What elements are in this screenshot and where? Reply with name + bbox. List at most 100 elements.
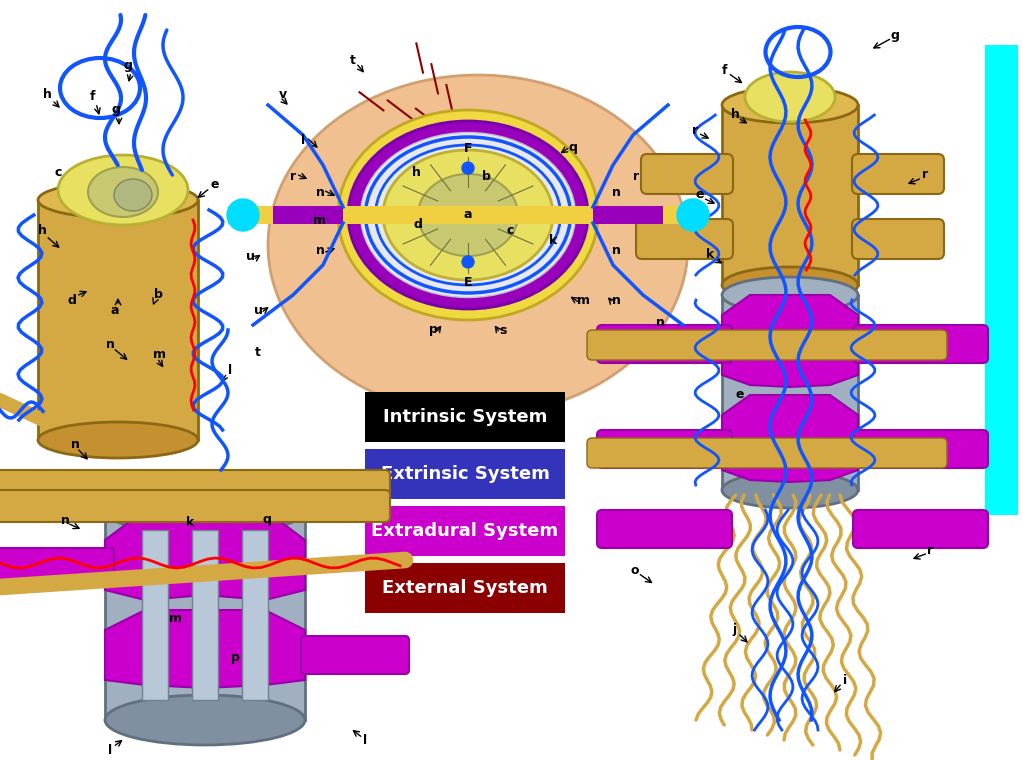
FancyBboxPatch shape bbox=[0, 548, 114, 586]
FancyBboxPatch shape bbox=[722, 105, 858, 285]
Ellipse shape bbox=[722, 267, 858, 303]
FancyBboxPatch shape bbox=[597, 510, 732, 548]
Text: t: t bbox=[350, 53, 356, 67]
Ellipse shape bbox=[105, 485, 305, 535]
FancyBboxPatch shape bbox=[365, 392, 565, 442]
FancyBboxPatch shape bbox=[242, 530, 268, 700]
Polygon shape bbox=[722, 295, 858, 387]
FancyBboxPatch shape bbox=[105, 510, 305, 720]
Polygon shape bbox=[105, 610, 305, 688]
FancyBboxPatch shape bbox=[853, 510, 988, 548]
Text: j: j bbox=[732, 623, 737, 637]
FancyBboxPatch shape bbox=[985, 45, 1018, 515]
Text: e: e bbox=[696, 188, 704, 201]
Text: i: i bbox=[843, 673, 847, 686]
FancyBboxPatch shape bbox=[365, 563, 565, 613]
Circle shape bbox=[227, 199, 259, 231]
Text: n: n bbox=[315, 186, 324, 200]
Text: E: E bbox=[463, 277, 473, 290]
Text: s: s bbox=[499, 324, 506, 337]
Circle shape bbox=[460, 207, 476, 223]
Ellipse shape bbox=[722, 277, 858, 313]
Text: g: g bbox=[124, 59, 132, 71]
Text: k: k bbox=[549, 233, 558, 246]
Ellipse shape bbox=[383, 150, 553, 280]
Text: u: u bbox=[246, 251, 255, 264]
Ellipse shape bbox=[722, 87, 858, 123]
Text: n: n bbox=[612, 186, 620, 200]
FancyBboxPatch shape bbox=[852, 219, 944, 259]
Text: n: n bbox=[612, 243, 620, 257]
Text: b: b bbox=[482, 170, 490, 183]
Text: m: m bbox=[169, 612, 181, 625]
FancyBboxPatch shape bbox=[587, 330, 947, 360]
Text: m: m bbox=[153, 349, 167, 362]
Polygon shape bbox=[105, 510, 305, 600]
Ellipse shape bbox=[268, 75, 688, 415]
Text: r: r bbox=[290, 170, 296, 183]
Ellipse shape bbox=[114, 179, 152, 211]
Ellipse shape bbox=[360, 132, 576, 297]
Circle shape bbox=[677, 199, 709, 231]
Text: m: m bbox=[313, 214, 326, 226]
FancyBboxPatch shape bbox=[597, 430, 732, 468]
Text: p: p bbox=[429, 324, 438, 337]
FancyBboxPatch shape bbox=[722, 295, 858, 490]
FancyBboxPatch shape bbox=[228, 206, 708, 224]
Text: c: c bbox=[506, 223, 514, 236]
Ellipse shape bbox=[348, 121, 588, 309]
Text: l: l bbox=[363, 733, 367, 746]
Text: l: l bbox=[301, 134, 305, 147]
Text: g: g bbox=[891, 28, 899, 42]
Text: n: n bbox=[60, 514, 70, 527]
Polygon shape bbox=[722, 395, 858, 482]
Circle shape bbox=[415, 209, 427, 221]
Text: l: l bbox=[108, 743, 113, 756]
Ellipse shape bbox=[418, 174, 518, 256]
FancyBboxPatch shape bbox=[597, 325, 732, 363]
Text: k: k bbox=[186, 515, 194, 528]
FancyBboxPatch shape bbox=[192, 530, 218, 700]
Text: d: d bbox=[413, 219, 422, 232]
Ellipse shape bbox=[38, 182, 198, 218]
Text: External System: External System bbox=[383, 579, 548, 597]
FancyBboxPatch shape bbox=[636, 219, 733, 259]
Circle shape bbox=[462, 162, 474, 174]
Text: a: a bbox=[110, 303, 120, 316]
FancyBboxPatch shape bbox=[587, 438, 947, 468]
Text: u: u bbox=[254, 303, 263, 316]
Ellipse shape bbox=[745, 72, 835, 122]
FancyBboxPatch shape bbox=[0, 490, 390, 522]
Circle shape bbox=[462, 256, 474, 268]
Text: F: F bbox=[463, 141, 473, 154]
Text: e: e bbox=[211, 179, 219, 192]
Text: h: h bbox=[43, 88, 51, 102]
Ellipse shape bbox=[58, 155, 188, 225]
Text: o: o bbox=[631, 563, 639, 577]
Ellipse shape bbox=[338, 110, 598, 320]
Text: h: h bbox=[38, 223, 46, 236]
Text: t: t bbox=[255, 347, 261, 359]
Text: v: v bbox=[279, 88, 287, 102]
Text: n: n bbox=[315, 243, 324, 257]
FancyBboxPatch shape bbox=[852, 154, 944, 194]
Text: b: b bbox=[153, 289, 163, 302]
Text: g: g bbox=[112, 103, 121, 116]
Text: r: r bbox=[922, 169, 928, 182]
Text: c: c bbox=[54, 166, 61, 179]
Text: m: m bbox=[577, 293, 589, 306]
FancyBboxPatch shape bbox=[593, 206, 663, 224]
Circle shape bbox=[508, 209, 521, 221]
Text: k: k bbox=[706, 249, 714, 261]
Text: n: n bbox=[612, 293, 620, 306]
FancyBboxPatch shape bbox=[853, 325, 988, 363]
FancyBboxPatch shape bbox=[38, 200, 198, 440]
Text: p: p bbox=[230, 651, 239, 664]
FancyBboxPatch shape bbox=[301, 636, 409, 674]
FancyBboxPatch shape bbox=[365, 449, 565, 499]
Text: f: f bbox=[90, 90, 96, 103]
Text: h: h bbox=[411, 166, 420, 179]
Text: Intrinsic System: Intrinsic System bbox=[383, 408, 547, 426]
Text: d: d bbox=[68, 293, 77, 306]
Text: h: h bbox=[730, 109, 740, 122]
